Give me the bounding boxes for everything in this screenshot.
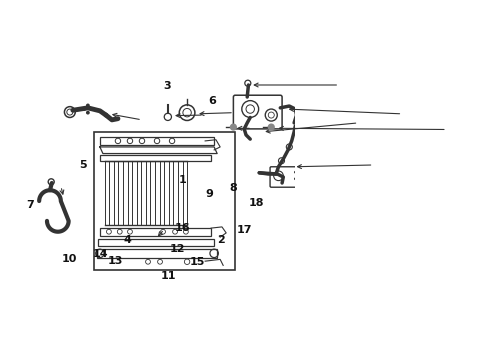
Bar: [100, 155, 211, 161]
Circle shape: [313, 267, 322, 276]
Text: 2: 2: [217, 234, 224, 244]
Circle shape: [83, 108, 85, 110]
Bar: [100, 228, 211, 236]
Text: 4: 4: [123, 234, 131, 244]
Circle shape: [86, 104, 89, 107]
Text: 7: 7: [26, 200, 34, 210]
Circle shape: [86, 112, 89, 114]
Bar: [100, 137, 214, 145]
Text: 8: 8: [229, 183, 236, 193]
Text: 5: 5: [79, 160, 87, 170]
Text: 13: 13: [107, 256, 123, 266]
Bar: [94, 132, 235, 270]
Bar: [379, 189, 433, 249]
Text: 1: 1: [179, 175, 186, 185]
Text: 11: 11: [160, 271, 176, 281]
Circle shape: [267, 123, 274, 131]
Bar: [97, 249, 217, 257]
Text: 14: 14: [93, 249, 108, 258]
Text: 6: 6: [208, 96, 216, 106]
Circle shape: [229, 123, 237, 131]
Text: 10: 10: [62, 254, 77, 264]
Circle shape: [90, 108, 93, 110]
Text: 16: 16: [175, 222, 190, 233]
Text: 3: 3: [163, 81, 170, 91]
Text: 9: 9: [204, 189, 212, 199]
Text: 18: 18: [248, 198, 264, 208]
Text: 12: 12: [169, 244, 184, 254]
Text: 15: 15: [190, 257, 205, 267]
Text: 17: 17: [237, 225, 252, 235]
Bar: [98, 239, 213, 246]
